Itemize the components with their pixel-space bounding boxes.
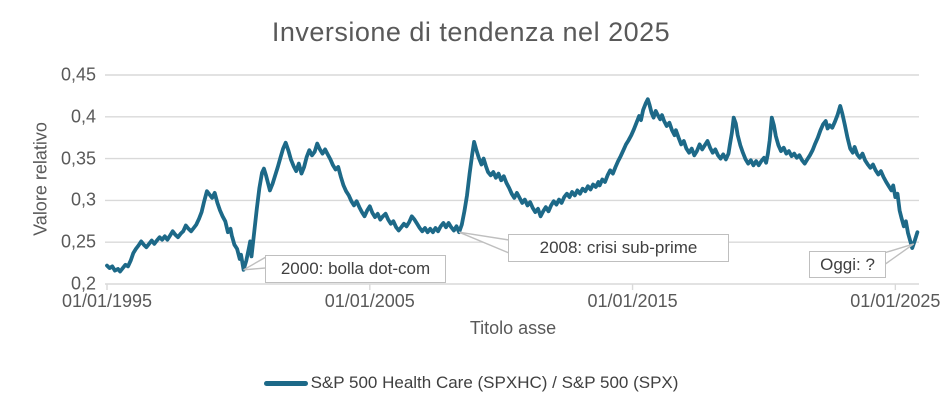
y-tick-label: 0,25 bbox=[60, 231, 96, 252]
annotation-oggi-callout: Oggi: ? bbox=[809, 251, 886, 278]
y-tick-label: 0,3 bbox=[70, 189, 96, 210]
chart-title: Inversione di tendenza nel 2025 bbox=[271, 17, 671, 47]
legend: S&P 500 Health Care (SPXHC) / S&P 500 (S… bbox=[0, 373, 942, 393]
x-tick-label: 01/01/2015 bbox=[587, 291, 678, 311]
annotation-subprime-callout: 2008: crisi sub-prime bbox=[508, 234, 729, 262]
annotation-dotcom-callout: 2000: bolla dot-com bbox=[265, 255, 446, 283]
y-tick-label: 0,2 bbox=[70, 273, 96, 294]
y-tick-label: 0,45 bbox=[60, 64, 96, 85]
x-tick-label: 01/01/2025 bbox=[850, 291, 941, 311]
x-tick-label: 01/01/2005 bbox=[324, 291, 415, 311]
y-tick-label: 0,35 bbox=[60, 148, 96, 169]
legend-label: S&P 500 Health Care (SPXHC) / S&P 500 (S… bbox=[310, 373, 679, 392]
y-tick-label: 0,4 bbox=[70, 106, 96, 127]
x-tick-label: 01/01/1995 bbox=[61, 291, 153, 311]
y-axis-title: Valore relativo bbox=[30, 122, 51, 236]
x-axis-title: Titolo asse bbox=[469, 318, 557, 338]
legend-line-swatch bbox=[263, 380, 308, 386]
